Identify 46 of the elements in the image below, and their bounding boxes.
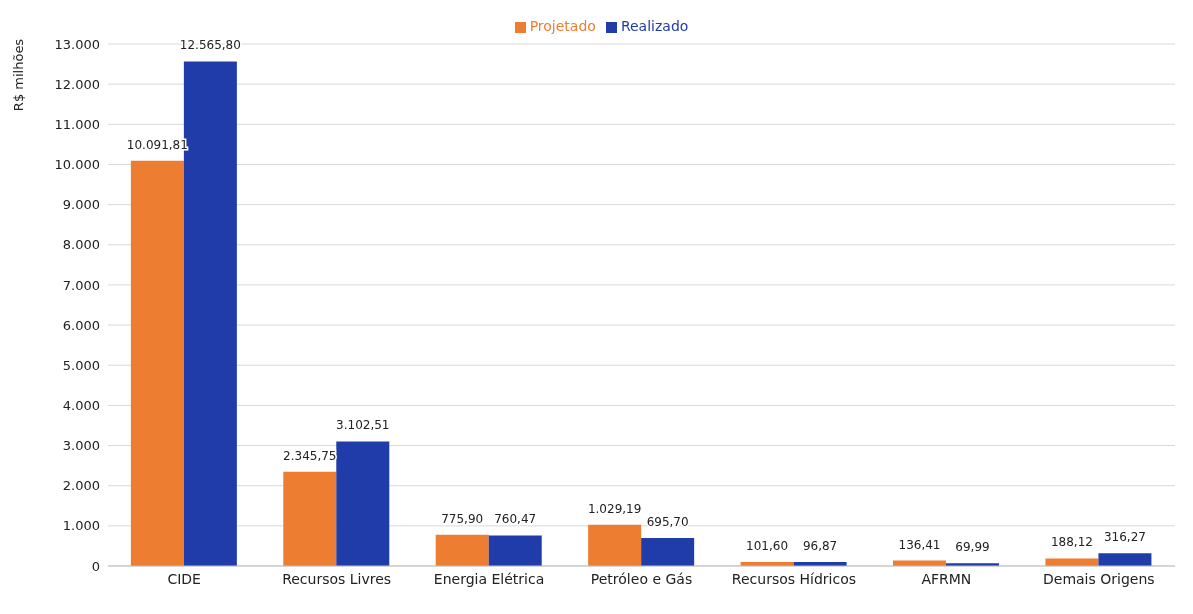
data-label: 775,90 [441, 511, 484, 526]
legend-label: Projetado [529, 18, 596, 34]
y-tick-label: 7.000 [62, 277, 100, 293]
bar [1045, 558, 1099, 566]
data-label: 96,87 [802, 539, 838, 554]
bar [488, 535, 542, 566]
y-tick-label: 12.000 [54, 76, 100, 92]
bar [588, 524, 642, 566]
bar [641, 538, 695, 566]
data-label: 2.345,75 [283, 448, 337, 463]
data-label: 695,70 [646, 515, 689, 530]
y-tick-label: 11.000 [54, 116, 100, 132]
y-tick-label: 3.000 [62, 438, 100, 454]
x-tick-label: Demais Origens [1043, 570, 1155, 587]
y-tick-label: 13.000 [54, 36, 100, 52]
x-tick-label: CIDE [167, 570, 201, 587]
bar [130, 160, 184, 566]
x-tick-label: Energia Elétrica [433, 570, 545, 587]
bar [1098, 553, 1152, 566]
data-label: 1.029,19 [587, 501, 642, 516]
data-label: 101,60 [746, 538, 789, 553]
data-label: 12.565,80 [179, 38, 241, 53]
y-tick-label: 10.000 [54, 157, 100, 173]
x-tick-label: Petróleo e Gás [590, 570, 693, 587]
y-tick-label: 8.000 [62, 237, 100, 253]
y-tick-label: 4.000 [62, 398, 100, 413]
y-tick-label: 1.000 [62, 518, 100, 534]
legend-label: Realizado [620, 18, 689, 34]
data-label: 760,47 [494, 512, 537, 527]
data-label: 188,12 [1050, 535, 1093, 550]
bar [336, 441, 390, 566]
y-axis-title: R$ milhões [10, 38, 26, 112]
data-label: 316,27 [1103, 530, 1146, 545]
data-label: 136,41 [898, 537, 941, 552]
x-tick-label: AFRMN [921, 570, 972, 587]
x-tick-label: Recursos Hídricos [731, 570, 857, 587]
data-label: 69,99 [955, 540, 990, 555]
y-tick-label: 2.000 [62, 478, 100, 494]
y-tick-label: 6.000 [62, 317, 100, 333]
data-label: 3.102,51 [336, 418, 390, 433]
bar [283, 471, 337, 566]
y-tick-label: 5.000 [62, 357, 100, 373]
x-tick-label: Recursos Livres [282, 570, 392, 587]
y-tick-label: 9.000 [62, 197, 100, 213]
bar [435, 534, 489, 566]
y-tick-label: 0 [91, 558, 100, 574]
